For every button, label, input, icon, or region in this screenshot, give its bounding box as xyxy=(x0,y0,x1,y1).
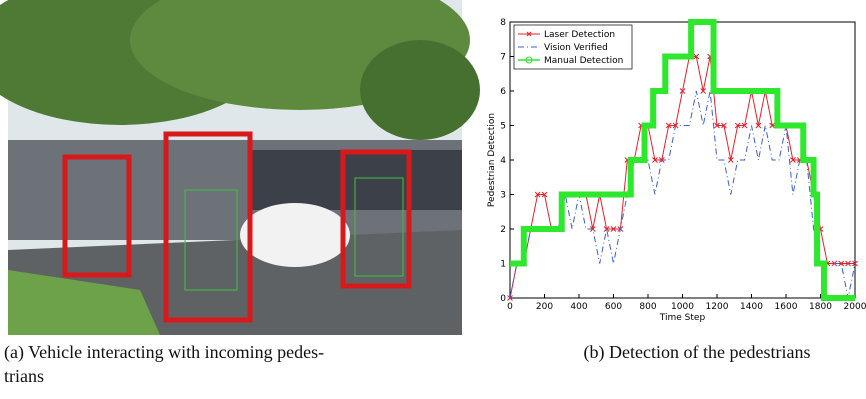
legend-label: Manual Detection xyxy=(544,56,623,66)
x-tick-label: 1000 xyxy=(671,302,694,312)
x-tick-label: 800 xyxy=(639,302,656,312)
photo xyxy=(0,0,480,335)
legend-label: Vision Verified xyxy=(544,43,608,53)
x-tick-label: 2000 xyxy=(844,302,866,312)
x-tick-label: 1400 xyxy=(740,302,763,312)
x-tick-label: 1200 xyxy=(706,302,729,312)
x-tick-label: 600 xyxy=(605,302,622,312)
y-tick-label: 6 xyxy=(500,87,506,97)
y-tick-label: 3 xyxy=(500,191,506,201)
x-tick-label: 1600 xyxy=(775,302,798,312)
caption-a: trians xyxy=(4,366,44,386)
y-tick-label: 1 xyxy=(500,260,506,270)
y-tick-label: 4 xyxy=(500,156,506,166)
x-tick-label: 1800 xyxy=(809,302,832,312)
x-tick-label: 400 xyxy=(570,302,587,312)
y-axis-label: Pedestrian Detection xyxy=(487,113,497,207)
y-tick-label: 5 xyxy=(500,122,506,132)
y-tick-label: 7 xyxy=(500,53,506,63)
x-tick-label: 0 xyxy=(507,302,513,312)
y-tick-label: 2 xyxy=(500,225,506,235)
legend-label: Laser Detection xyxy=(544,30,615,40)
caption-b: (b) Detection of the pedestrians xyxy=(584,342,811,363)
caption-a: (a) Vehicle interacting with incoming pe… xyxy=(4,342,324,363)
page: (a) Vehicle interacting with incoming pe… xyxy=(0,0,866,394)
x-tick-label: 200 xyxy=(536,302,553,312)
figure: (a) Vehicle interacting with incoming pe… xyxy=(0,0,866,394)
chart: 0 200 400 600 800 1000 1200 1400 1600 1800 2000 0 1 2… xyxy=(487,18,866,323)
legend: Laser Detection Vision Verified Manual Det… xyxy=(514,25,632,69)
x-axis-label: Time Step xyxy=(659,313,706,323)
y-tick-label: 8 xyxy=(500,18,506,28)
y-tick-label: 0 xyxy=(500,294,506,304)
